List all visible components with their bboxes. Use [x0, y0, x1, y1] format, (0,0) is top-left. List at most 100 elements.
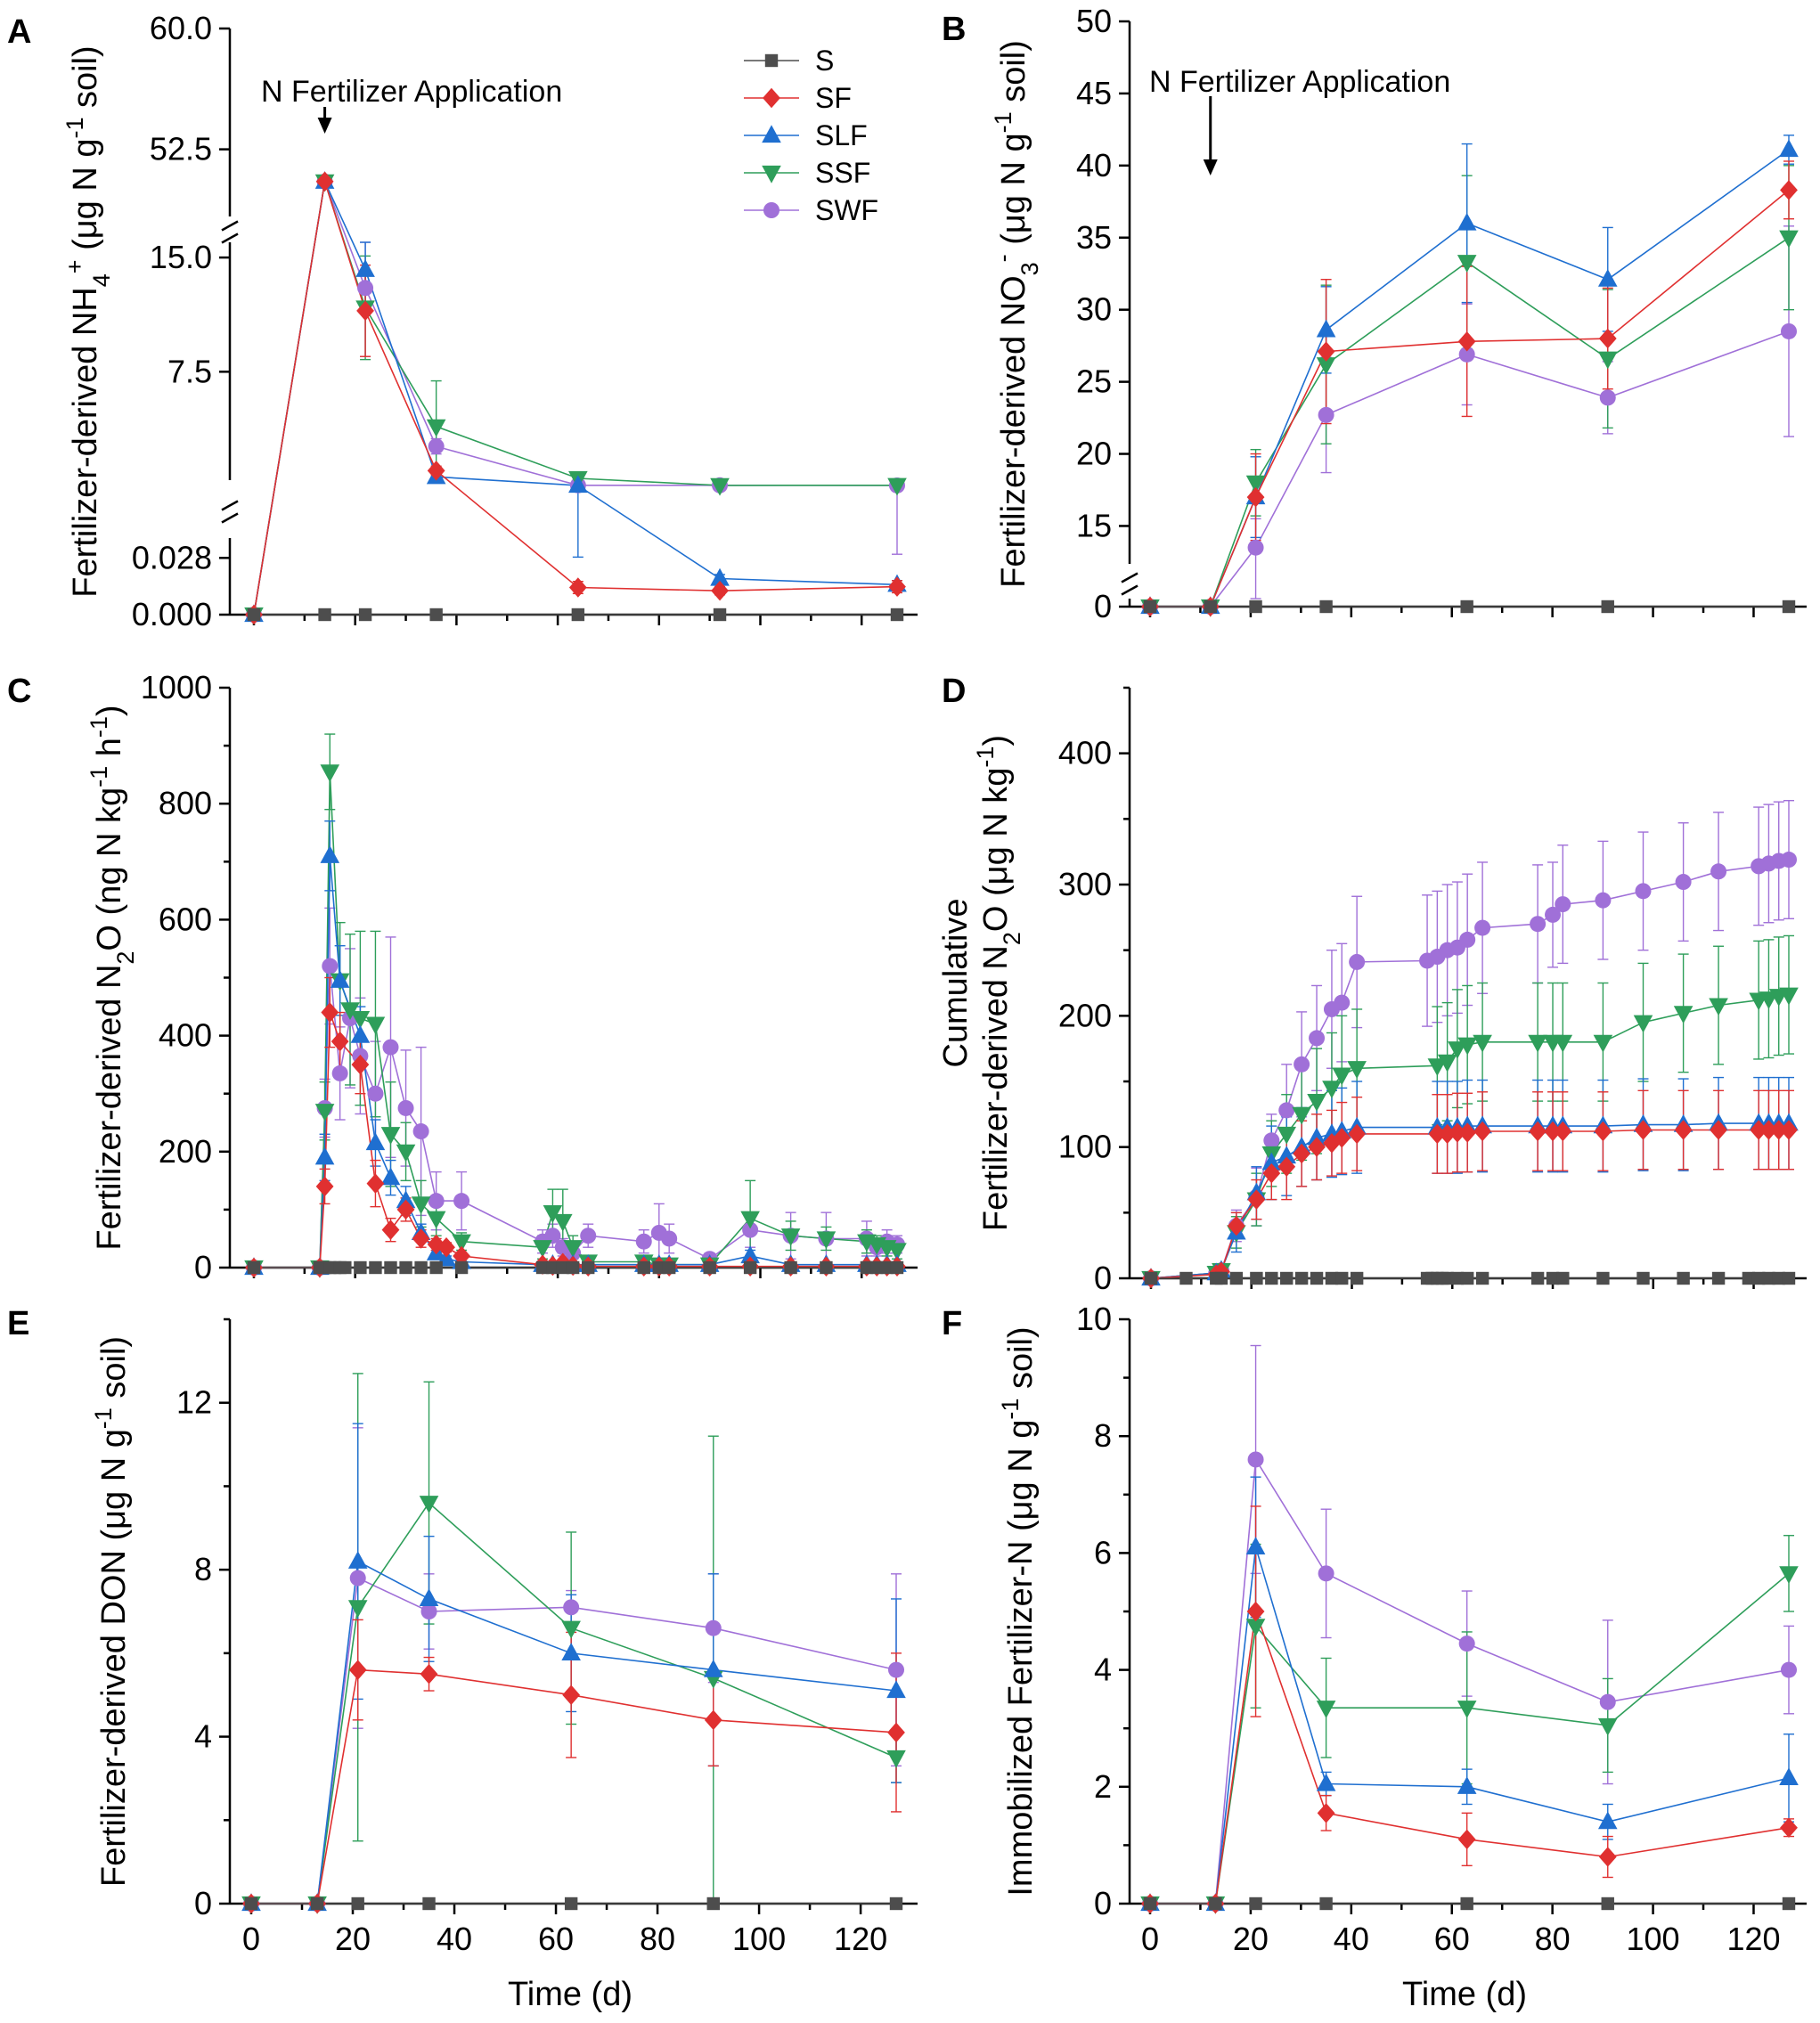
data-point-s: [1677, 1271, 1690, 1285]
panel-letter: D: [942, 673, 966, 710]
data-point-sf: [1293, 1143, 1311, 1164]
panel-letter: C: [7, 673, 31, 710]
data-point-s: [1280, 1271, 1294, 1285]
y-tick-label: 8: [194, 1551, 212, 1587]
y-tick-label: 20: [1076, 436, 1112, 472]
data-point-s: [1325, 1271, 1339, 1285]
series-ssf: [1150, 934, 1794, 1279]
data-point-s: [1204, 600, 1217, 614]
data-point-sf: [1262, 1162, 1281, 1184]
data-point-swf: [1458, 1636, 1475, 1652]
series-line-sf: [1150, 1129, 1789, 1279]
data-point-swf: [1294, 1056, 1310, 1073]
data-point-s: [1475, 1271, 1489, 1285]
data-point-s: [1460, 1271, 1474, 1285]
y-tick-label: 0.000: [132, 596, 212, 632]
series-ssf: [254, 733, 902, 1268]
y-axis-title: Fertilizer-derived NH4+ (μg N g-1 soil): [61, 45, 115, 597]
data-point-s: [429, 608, 443, 622]
data-point-s: [1530, 1271, 1545, 1285]
data-point-sf: [562, 1684, 581, 1705]
legend-label-swf: SWF: [815, 194, 878, 226]
data-point-s: [1319, 600, 1333, 614]
data-point-sf: [1769, 1120, 1788, 1140]
series-ssf: [1150, 165, 1794, 608]
x-tick-label: 60: [1434, 1921, 1470, 1957]
data-point-ssf: [1457, 1701, 1477, 1718]
data-point-sf: [321, 1002, 339, 1023]
data-point-swf: [1599, 389, 1616, 406]
data-point-sf: [1473, 1121, 1491, 1142]
fertilizer-application-annotation: N Fertilizer Application: [1149, 65, 1450, 99]
data-point-slf: [1457, 1776, 1477, 1794]
data-point-slf: [320, 845, 340, 863]
data-point-s: [354, 1260, 367, 1275]
data-point-s: [244, 1897, 258, 1911]
data-point-ssf: [1528, 1034, 1547, 1053]
series-line-sf: [253, 181, 898, 616]
y-tick-label: 100: [1058, 1129, 1112, 1165]
data-point-s: [247, 608, 261, 622]
data-point-sf: [1710, 1120, 1727, 1140]
data-point-ssf: [411, 1196, 431, 1215]
data-point-sf: [351, 1054, 370, 1075]
data-point-s: [1249, 1897, 1262, 1911]
data-point-swf: [742, 1221, 759, 1238]
data-point-swf: [544, 1228, 561, 1244]
data-point-s: [399, 1260, 412, 1275]
x-tick-label: 40: [1334, 1921, 1369, 1957]
y-tick-label: 10: [1076, 1301, 1112, 1337]
data-point-s: [1335, 1271, 1349, 1285]
data-point-slf: [1261, 1152, 1282, 1171]
data-point-s: [564, 1897, 578, 1911]
data-point-slf: [710, 567, 730, 586]
data-point-s: [339, 1260, 352, 1275]
data-point-sf: [1780, 1817, 1798, 1838]
data-point-s: [556, 1260, 569, 1275]
data-point-sf: [381, 1220, 400, 1240]
data-point-sf: [704, 1709, 722, 1731]
legend-label-slf: SLF: [815, 119, 868, 151]
data-point-ssf: [1593, 1034, 1613, 1053]
data-point-swf: [1247, 1451, 1264, 1468]
x-tick-label: 120: [834, 1921, 887, 1957]
data-point-s: [1209, 1897, 1222, 1911]
data-point-sf: [1458, 1122, 1477, 1143]
data-point-slf: [1597, 268, 1618, 287]
data-point-slf: [347, 1551, 368, 1569]
y-tick-label: 400: [159, 1017, 212, 1054]
data-point-ssf: [561, 1620, 581, 1639]
axis-break-mark: [221, 232, 239, 244]
data-point-s: [566, 1260, 580, 1275]
legend-marker-s: [764, 53, 779, 68]
data-point-sf: [1247, 1189, 1266, 1210]
fertilizer-application-annotation: N Fertilizer Application: [261, 75, 562, 109]
y-tick-label: 25: [1076, 363, 1112, 400]
data-point-sf: [427, 461, 445, 481]
x-tick-label: 0: [1141, 1921, 1159, 1957]
legend-label-s: S: [815, 45, 834, 77]
data-point-swf: [397, 1099, 414, 1116]
series-slf: [254, 820, 902, 1268]
data-point-ssf: [1332, 1067, 1352, 1086]
axis-break-mark: [1121, 572, 1139, 583]
y-tick-label: 0: [1094, 588, 1112, 624]
data-point-sf: [1594, 1121, 1612, 1142]
data-point-slf: [740, 1245, 760, 1264]
data-point-slf: [568, 475, 588, 494]
data-point-s: [743, 1260, 757, 1275]
y-tick-label: 4: [194, 1718, 212, 1755]
data-point-slf: [314, 1146, 335, 1165]
data-point-swf: [705, 1619, 722, 1636]
data-point-swf: [412, 1123, 429, 1140]
data-point-s: [454, 1260, 469, 1275]
data-point-sf: [331, 1031, 349, 1052]
y-axis-title: Fertilizer-derived N2O (ng N kg-1 h-1): [86, 705, 139, 1250]
data-point-swf: [1459, 931, 1476, 948]
data-point-ssf: [887, 1243, 907, 1261]
data-point-slf: [561, 1643, 581, 1660]
data-point-s: [880, 1260, 894, 1275]
data-point-slf: [703, 1659, 723, 1677]
data-point-sf: [1780, 1120, 1798, 1140]
